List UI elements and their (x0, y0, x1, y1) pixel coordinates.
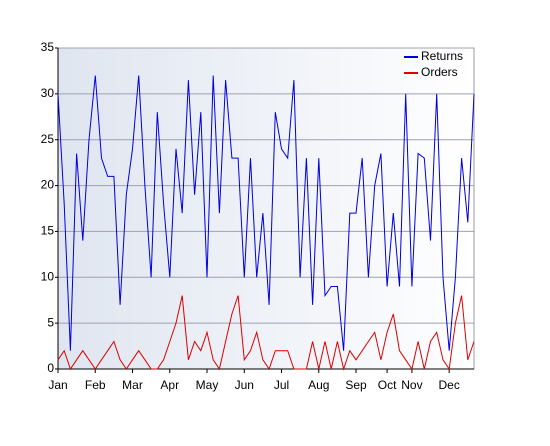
x-tick-label: Apr (160, 378, 179, 392)
x-tick-label: Jul (274, 378, 289, 392)
x-tick-label: Feb (85, 378, 106, 392)
y-tick-label: 25 (41, 132, 55, 146)
x-tick-label: Mar (122, 378, 143, 392)
x-tick-label: Jun (235, 378, 254, 392)
y-tick-label: 15 (41, 224, 55, 238)
y-tick-label: 30 (41, 86, 55, 100)
x-tick-label: Oct (378, 378, 397, 392)
x-tick-label: Aug (308, 378, 329, 392)
line-series (57, 295, 475, 371)
legend-label: Orders (421, 65, 458, 79)
plot-area (57, 47, 475, 370)
x-tick-label: Nov (401, 378, 422, 392)
y-tick-label: 20 (41, 178, 55, 192)
y-tick-label: 5 (47, 315, 54, 329)
legend-label: Returns (421, 49, 463, 63)
x-tick-label: May (196, 378, 219, 392)
line-series (57, 75, 475, 351)
y-tick-label: 0 (47, 361, 54, 375)
legend: Returns Orders (404, 49, 463, 79)
x-tick-label: Dec (438, 378, 459, 392)
x-tick-label: Sep (345, 378, 367, 392)
y-tick-label: 10 (41, 269, 55, 283)
y-tick-label: 35 (41, 40, 55, 54)
x-tick-label: Jan (48, 378, 67, 392)
